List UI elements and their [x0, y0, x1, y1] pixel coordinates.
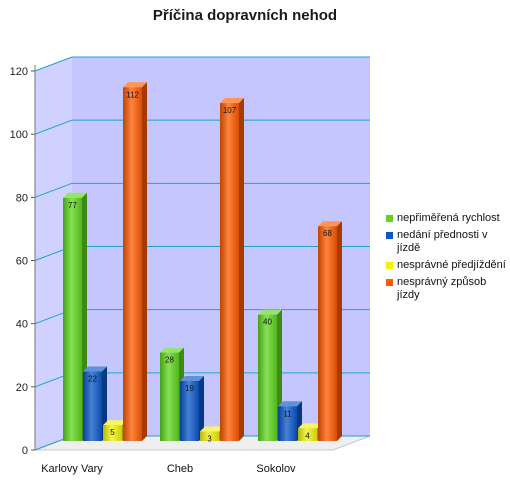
data-label: 3 [207, 435, 212, 444]
legend-item-nesprávný-způsob-jízdy: nesprávný způsob jízdy [386, 276, 510, 302]
bar [220, 103, 239, 441]
data-label: 107 [223, 106, 237, 115]
legend: nepřiměřená rychlost nedání přednosti v … [386, 212, 510, 306]
bar [298, 428, 317, 441]
legend-item-nedání-přednosti: nedání přednosti v jízdě [386, 229, 510, 255]
legend-label: nedání přednosti v jízdě [397, 229, 488, 254]
bar-top [160, 347, 184, 353]
data-label: 19 [185, 384, 194, 393]
bar [200, 431, 219, 441]
y-tick-label: 20 [16, 382, 28, 394]
bar [278, 406, 297, 441]
bar-side [337, 221, 342, 441]
gridline-depth [34, 56, 73, 72]
legend-label: nesprávný způsob jízdy [397, 276, 487, 301]
bar-side [142, 82, 147, 442]
data-label: 22 [88, 375, 97, 384]
data-label: 28 [165, 356, 174, 365]
y-tick-label: 120 [10, 66, 28, 78]
bar [63, 197, 82, 441]
bar-top [200, 426, 224, 432]
y-tick-label: 60 [16, 256, 28, 268]
x-tick-label: Cheb [167, 463, 193, 475]
bar-top [63, 192, 87, 198]
data-label: 4 [305, 431, 310, 440]
bar [160, 352, 179, 441]
data-label: 77 [68, 201, 77, 210]
legend-swatch [386, 279, 393, 286]
y-tick-label: 0 [22, 445, 28, 457]
data-label: 68 [323, 229, 332, 238]
legend-item-nesprávné-předjíždění: nesprávné předjíždění [386, 259, 510, 272]
bar-top [318, 221, 342, 227]
bar-top [220, 98, 244, 104]
x-tick-label: Sokolov [256, 463, 296, 475]
y-tick-label: 40 [16, 319, 28, 331]
data-label: 40 [263, 318, 272, 327]
bar-top [258, 309, 282, 315]
x-tick-label: Karlovy Vary [41, 463, 103, 475]
legend-swatch [386, 232, 393, 239]
legend-swatch [386, 262, 393, 269]
legend-label: nepřiměřená rychlost [397, 212, 500, 224]
bar-side [102, 366, 107, 441]
bar [103, 425, 122, 441]
bar [318, 226, 337, 441]
chart-title: Příčina dopravních nehod [152, 7, 338, 24]
bar-top [123, 82, 147, 88]
gridline-depth [34, 119, 73, 135]
gridline-depth [34, 182, 73, 198]
bar [83, 371, 102, 441]
bar [180, 380, 199, 441]
legend-label: nesprávné předjíždění [397, 259, 506, 271]
bar-top [298, 423, 322, 429]
bar-side [199, 375, 204, 441]
data-label: 112 [126, 90, 139, 99]
y-tick-label: 100 [10, 129, 28, 141]
bar-side [239, 98, 244, 441]
y-tick-label: 80 [16, 192, 28, 204]
data-label: 11 [283, 409, 292, 418]
bar-top [83, 366, 107, 372]
legend-item-nepřiměřená-rychlost: nepřiměřená rychlost [386, 212, 510, 225]
bar-top [180, 375, 204, 381]
data-label: 5 [110, 428, 115, 437]
legend-swatch [386, 215, 393, 222]
bar [258, 314, 277, 441]
bar-top [278, 401, 302, 407]
bar-top [103, 420, 127, 426]
bar [123, 87, 142, 442]
